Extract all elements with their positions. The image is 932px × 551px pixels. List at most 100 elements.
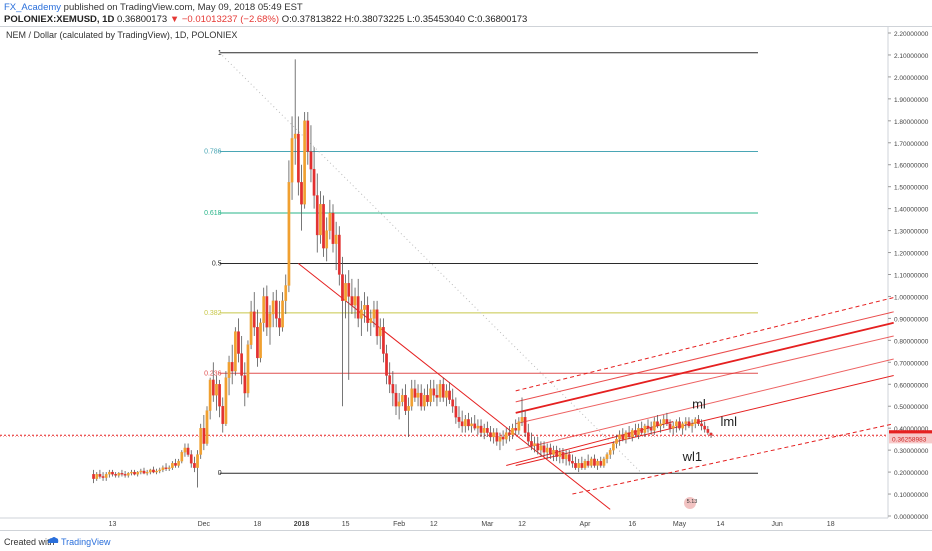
price-tick-label: 1.00000000 (894, 294, 929, 301)
candle-down (574, 463, 577, 468)
candle-up (684, 421, 688, 424)
candle-down (331, 212, 335, 244)
candle-down (479, 425, 483, 433)
candle-up (145, 471, 149, 474)
candle-down (385, 353, 388, 376)
candle-down (530, 441, 533, 446)
time-tick-label: 18 (254, 521, 262, 528)
time-tick-label: 13 (109, 521, 117, 528)
candle-down (186, 447, 190, 455)
candle-down (514, 428, 518, 431)
candle-down (218, 384, 221, 407)
candle-up (363, 305, 366, 310)
candle-down (709, 432, 713, 436)
candle-up (539, 445, 543, 451)
candle-down (454, 406, 458, 418)
candle-down (599, 460, 603, 466)
price-tick-label: 1.10000000 (894, 273, 929, 280)
candle-up (287, 182, 291, 286)
candle-up (630, 430, 634, 438)
price-axis-badge (889, 433, 932, 444)
channel-line-lower-inner (515, 358, 894, 451)
candle-down (571, 460, 574, 464)
candle-up (416, 392, 420, 398)
indicator-badge-icon (684, 497, 696, 509)
candle-down (114, 474, 117, 476)
lower-median-line-label: lml (720, 414, 737, 429)
candle-up (577, 463, 581, 468)
price-chart[interactable]: 2.20000000 2.10000000 2.00000000 1.90000000… (0, 27, 932, 529)
candle-up (470, 423, 473, 427)
candle-down (413, 388, 417, 398)
price-tick-label: 0.40000000 (894, 426, 929, 433)
price-tick-label: 0.90000000 (894, 316, 929, 323)
time-tick-label: Dec (198, 521, 211, 528)
candle-down (426, 395, 429, 402)
candle-up (422, 395, 426, 407)
author-link[interactable]: FX_Academy (4, 2, 62, 13)
candle-down (460, 421, 464, 427)
candle-up (262, 296, 266, 323)
candle-down (536, 443, 540, 451)
price-tick-label: 0.30000000 (894, 448, 929, 455)
candle-down (256, 327, 259, 359)
fib-trendline (219, 52, 643, 474)
price-tick-label: 1.50000000 (894, 185, 929, 192)
publish-info: FX_Academy published on TradingView.com,… (4, 2, 303, 13)
candle-down (703, 425, 707, 430)
tradingview-logo-icon (48, 537, 59, 543)
fib-level-label: 0.786 (204, 149, 222, 156)
candle-down (300, 182, 303, 205)
fib-level-label: 0.382 (204, 310, 222, 317)
candle-down (237, 331, 240, 354)
price-tick-label: 0.10000000 (894, 492, 929, 499)
price-tick-label: 2.20000000 (894, 31, 929, 38)
candle-down (278, 318, 281, 328)
candle-down (296, 133, 300, 183)
candle-up (463, 419, 467, 427)
candle-down (133, 471, 136, 475)
price-tick-label: 0.20000000 (894, 470, 929, 477)
candle-up (290, 138, 294, 183)
candle-up (130, 471, 133, 474)
candle-up (180, 452, 184, 462)
candle-down (508, 432, 511, 435)
candle-down (306, 120, 310, 152)
candle-up (596, 460, 599, 466)
candle-up (353, 296, 357, 306)
candle-up (104, 474, 108, 478)
candle-up (618, 434, 622, 440)
candle-up (589, 458, 593, 466)
price-change: ▼ −0.01013237 (−2.68%) (169, 14, 280, 25)
price-tick-label: 2.00000000 (894, 75, 929, 82)
time-tick-label: 2018 (294, 521, 310, 528)
candle-up (215, 384, 218, 396)
chart-legend: NEM / Dollar (calculated by TradingView)… (6, 30, 238, 40)
candle-down (665, 419, 669, 424)
created-with-label: Created with (4, 537, 55, 547)
candle-up (675, 421, 678, 427)
candle-up (558, 452, 562, 457)
candle-down (391, 384, 395, 394)
candle-down (621, 434, 625, 440)
candle-down (523, 417, 527, 433)
candle-down (120, 473, 124, 475)
candle-down (634, 430, 637, 435)
candle-down (230, 362, 234, 372)
publish-text: published on TradingView.com, May 09, 20… (63, 2, 303, 13)
price-tick-label: 1.40000000 (894, 207, 929, 214)
candle-up (608, 449, 612, 455)
candle-down (347, 283, 351, 297)
tradingview-brand[interactable]: TradingView (61, 537, 111, 547)
time-tick-label: May (673, 521, 687, 528)
candle-up (429, 388, 433, 402)
price-tick-label: 1.60000000 (894, 163, 929, 170)
candle-up (445, 390, 448, 398)
candle-down (388, 375, 392, 385)
price-axis-badge-label: 0.36258983 (892, 436, 927, 443)
candle-up (583, 460, 587, 468)
header-divider (0, 26, 932, 27)
candle-down (394, 392, 398, 407)
candle-down (174, 463, 177, 466)
candle-down (489, 432, 492, 438)
